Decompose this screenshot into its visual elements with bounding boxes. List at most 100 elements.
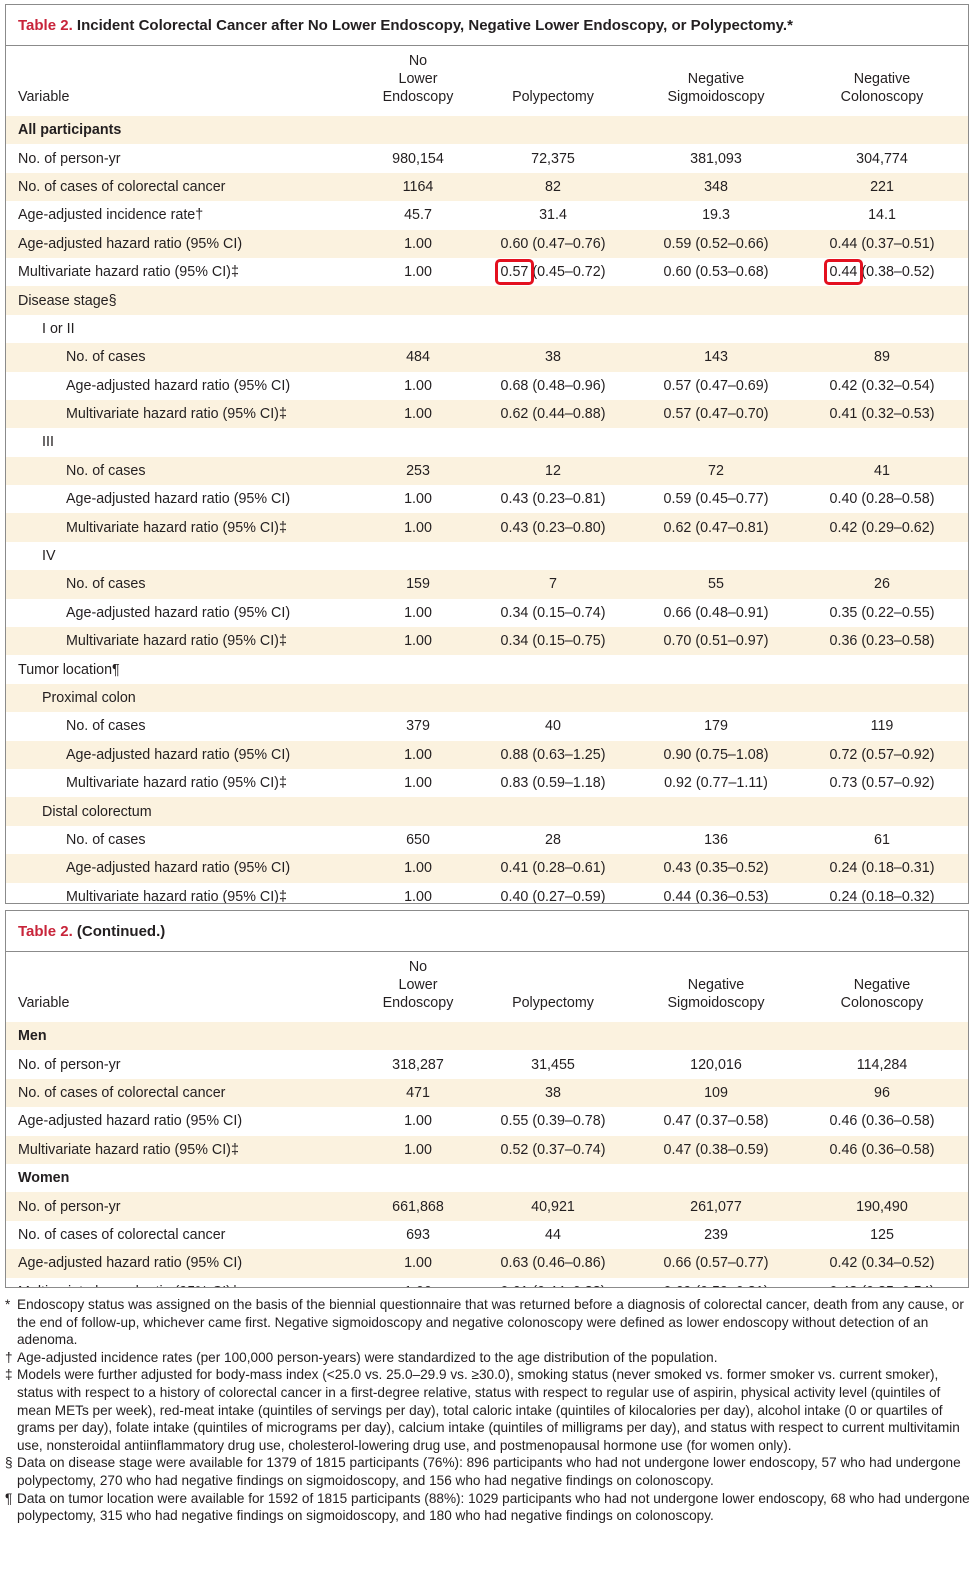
col-header: No Lower Endoscopy [368,951,468,1022]
row-label: Age-adjusted hazard ratio (95% CI) [6,740,368,769]
cell: 0.41 (0.28–0.61) [468,854,638,883]
cell [468,683,638,713]
footnote: * Endoscopy status was assigned on the ba… [5,1296,971,1349]
cell [638,286,794,315]
table-row: Distal colorectum [6,797,968,826]
cell: 0.41 (0.32–0.53) [794,399,968,429]
cell: 650 [368,825,468,855]
cell: 159 [368,570,468,599]
cell: 0.63 (0.46–0.86) [468,1249,638,1278]
cell: 0.60 (0.47–0.76) [468,229,638,258]
table-row: Proximal colon [6,683,968,713]
table-row: Age-adjusted hazard ratio (95% CI) 1.00 0.… [6,598,968,628]
cell [468,655,638,684]
table-2-continued: Table 2. (Continued.) Variable No Lower E… [5,910,969,1288]
cell: 471 [368,1078,468,1108]
cell: 980,154 [368,144,468,173]
cell: 0.24 (0.18–0.31) [794,854,968,883]
cell [638,797,794,826]
table-row: Age-adjusted hazard ratio (95% CI) 1.00 0.… [6,371,968,400]
cell: 0.61 (0.44–0.83) [468,1277,638,1287]
row-label: Women [6,1163,368,1193]
cell [794,286,968,315]
col-header: Variable [6,45,368,116]
row-label: Multivariate hazard ratio (95% CI)‡ [6,882,368,903]
cell: 1.00 [368,257,468,287]
cell: 40 [468,712,638,741]
cell: 0.62 (0.47–0.81) [638,513,794,542]
cell: 96 [794,1078,968,1108]
cell [468,314,638,344]
row-label: Multivariate hazard ratio (95% CI)‡ [6,1135,368,1164]
header-row: Variable No Lower Endoscopy Polypectomy N… [6,951,968,1022]
cell [368,1022,468,1051]
row-label: No. of cases [6,456,368,486]
cell: 348 [638,172,794,202]
cell: 82 [468,172,638,202]
cell: 318,287 [368,1050,468,1079]
cell: 1164 [368,172,468,202]
cell: 0.43 (0.23–0.81) [468,485,638,514]
cell [794,541,968,571]
cell: 0.70 (0.51–0.97) [638,627,794,656]
cell [368,1163,468,1193]
row-label: Multivariate hazard ratio (95% CI)‡ [6,513,368,542]
cell: 0.57 (0.47–0.70) [638,399,794,429]
cell [468,116,638,145]
cell: 379 [368,712,468,741]
cell [638,116,794,145]
col-header: Negative Sigmoidoscopy [638,45,794,116]
highlighted-value: 0.57 [494,259,535,286]
cell [468,541,638,571]
cell: 0.57 (0.45–0.72) [468,257,638,287]
table-row: Women [6,1163,968,1193]
table-row: No. of cases of colorectal cancer 471 38 10… [6,1078,968,1108]
cell: 261,077 [638,1192,794,1221]
cell: 239 [638,1220,794,1250]
col-header: Negative Colonoscopy [794,45,968,116]
cell: 0.55 (0.39–0.78) [468,1107,638,1136]
cell: 41 [794,456,968,486]
cell: 1.00 [368,513,468,542]
cell: 0.47 (0.37–0.58) [638,1107,794,1136]
footnote-text: Endoscopy status was assigned on the bas… [17,1297,964,1348]
row-label: No. of cases of colorectal cancer [6,172,368,202]
row-label: No. of cases of colorectal cancer [6,1220,368,1250]
footnote-text: Models were further adjusted for body-ma… [17,1367,960,1453]
cell: 0.62 (0.44–0.88) [468,399,638,429]
cell [794,797,968,826]
footnote: † Age-adjusted incidence rates (per 100,0… [5,1349,971,1367]
cell [794,314,968,344]
data-table: Variable No Lower Endoscopy Polypectomy N… [6,951,968,1287]
cell [794,655,968,684]
footnote: § Data on disease stage were available fo… [5,1454,971,1489]
row-label: Men [6,1022,368,1051]
footnote: ‡ Models were further adjusted for body-m… [5,1366,971,1454]
row-label: IV [6,541,368,571]
cell: 1.00 [368,854,468,883]
cell [368,683,468,713]
row-label: No. of person-yr [6,144,368,173]
row-label: Age-adjusted incidence rate† [6,201,368,230]
row-label: Multivariate hazard ratio (95% CI)‡ [6,1277,368,1287]
cell: 0.47 (0.38–0.59) [638,1135,794,1164]
table-title-text: Incident Colorectal Cancer after No Lowe… [76,17,793,34]
footnote-text: Data on tumor location were available fo… [17,1490,970,1524]
table-row: No. of cases of colorectal cancer 1164 82 3… [6,172,968,202]
table-row: No. of cases 484 38 143 89 [6,343,968,372]
table-row: IV [6,541,968,571]
cell: 31,455 [468,1050,638,1079]
cell: 0.36 (0.23–0.58) [794,627,968,656]
cell: 484 [368,343,468,372]
row-label: III [6,428,368,457]
cell [368,286,468,315]
row-label: Proximal colon [6,683,368,713]
cell: 0.92 (0.77–1.11) [638,768,794,798]
cell: 72,375 [468,144,638,173]
col-header: Negative Sigmoidoscopy [638,951,794,1022]
cell [368,797,468,826]
cell [368,116,468,145]
cell [638,683,794,713]
